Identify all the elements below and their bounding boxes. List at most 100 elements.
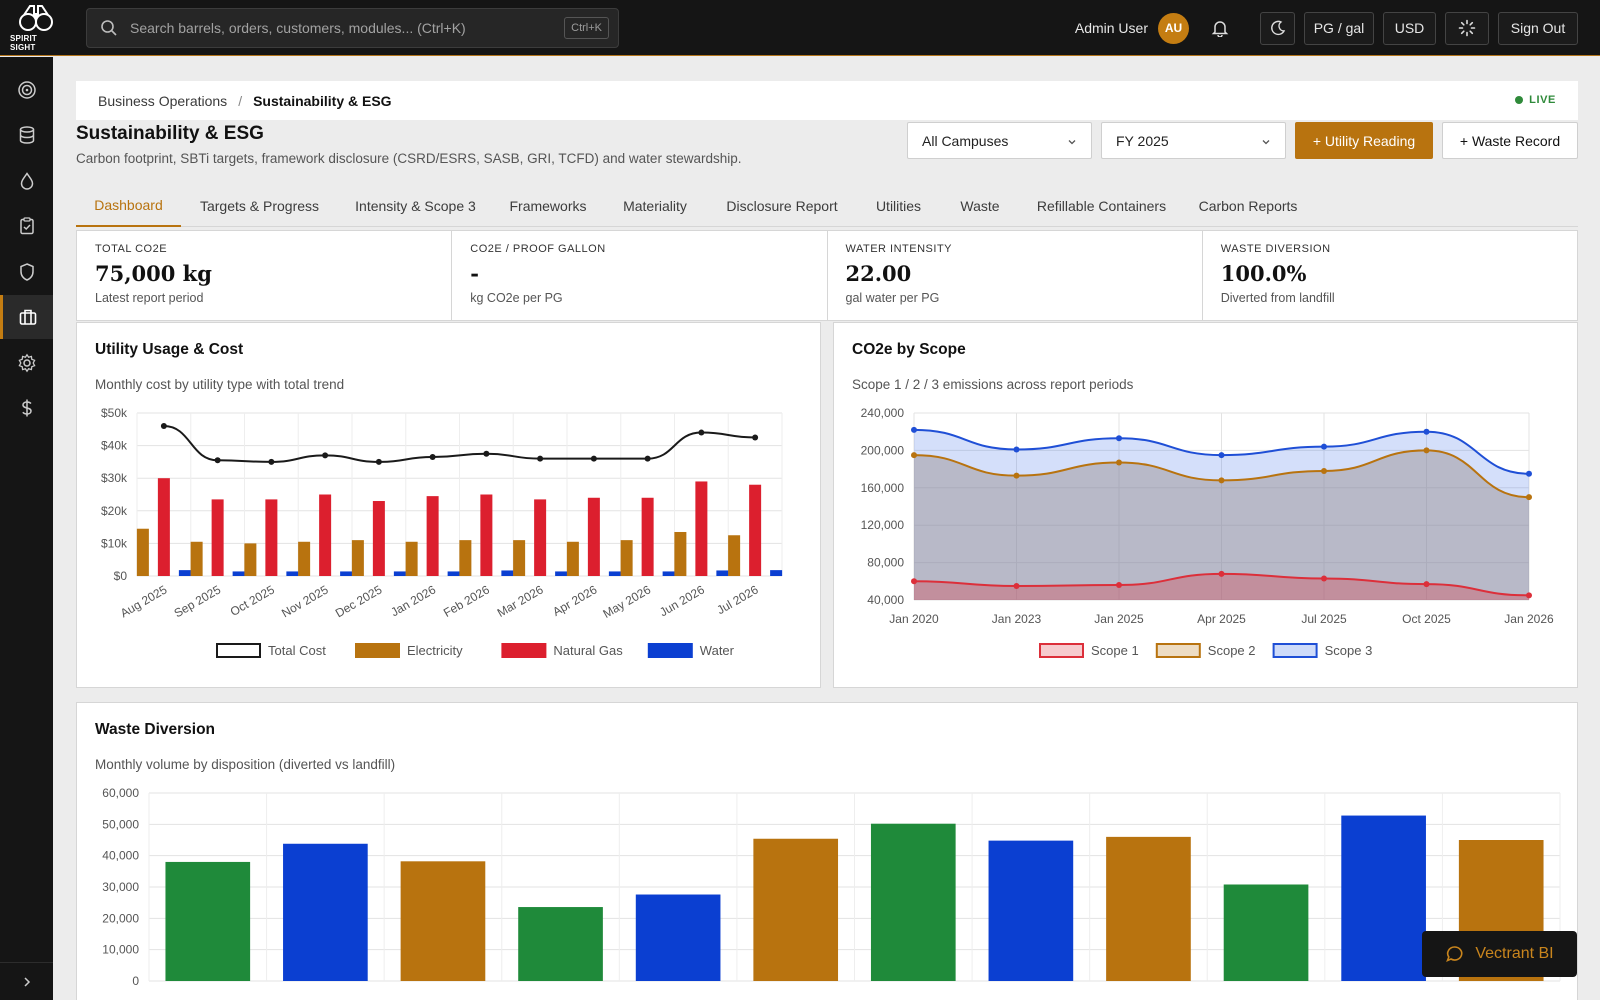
tab-intensity-scope3[interactable]: Intensity & Scope 3	[355, 198, 476, 214]
live-indicator: LIVE	[1515, 94, 1556, 106]
tab-waste[interactable]: Waste	[960, 198, 1000, 214]
target-icon	[17, 81, 36, 99]
kpi-subtext: Diverted from landfill	[1220, 291, 1335, 305]
moon-icon	[1270, 20, 1285, 36]
sidebar	[0, 57, 53, 1000]
point-scope-1	[1423, 581, 1430, 588]
tab-disclosure-report[interactable]: Disclosure Report	[726, 198, 838, 214]
bar-electricity	[244, 543, 257, 576]
point-scope-3	[1116, 435, 1122, 442]
global-search[interactable]: Search barrels, orders, customers, modul…	[86, 8, 619, 48]
total-cost-point	[375, 458, 382, 465]
gear-icon	[17, 353, 36, 373]
theme-toggle-button[interactable]	[1260, 11, 1295, 45]
sign-out-button[interactable]: Sign Out	[1498, 11, 1578, 45]
x-tick-label: Feb 2026	[441, 582, 492, 620]
sidebar-item-droplet[interactable]	[0, 159, 53, 203]
tab-bar: Dashboard Targets & Progress Intensity &…	[76, 185, 1578, 227]
point-scope-3	[1218, 452, 1225, 459]
legend-swatch	[1272, 643, 1318, 658]
y-tick-label: 40,000	[102, 849, 139, 863]
tab-dashboard[interactable]: Dashboard	[76, 185, 181, 227]
sidebar-item-database[interactable]	[0, 113, 53, 157]
logo[interactable]: SPIRIT SIGHT	[10, 0, 62, 56]
shield-icon	[19, 263, 34, 281]
x-tick-label: Mar 2026	[495, 582, 546, 620]
sidebar-item-shield[interactable]	[0, 250, 53, 294]
vectrant-bi-assistant-button[interactable]: Vectrant BI	[1422, 931, 1577, 977]
notifications-bell-icon[interactable]	[1209, 17, 1231, 39]
sidebar-item-finance[interactable]	[0, 386, 53, 430]
breadcrumb-parent[interactable]: Business Operations	[98, 92, 228, 109]
bar-electricity	[136, 528, 149, 576]
bar-waste-volume	[870, 823, 956, 981]
waste-diversion-card: 0 10,000 20,000 30,000 40,000 50,000 60,000 Wa…	[76, 702, 1578, 1000]
sidebar-expand-button[interactable]	[0, 962, 53, 1000]
tab-materiality[interactable]: Materiality	[623, 198, 687, 214]
card-subtitle: Monthly cost by utility type with total …	[95, 377, 345, 392]
x-tick-label: Jul 2025	[1301, 612, 1347, 626]
kpi-value: 22.00	[845, 261, 912, 286]
sidebar-item-business[interactable]	[0, 295, 53, 339]
total-cost-point	[214, 457, 221, 464]
sidebar-item-clipboard[interactable]	[0, 204, 53, 248]
bar-water	[340, 571, 353, 576]
x-tick-label: Nov 2025	[279, 582, 331, 620]
chevron-down-icon	[1068, 140, 1076, 145]
x-tick-label: Apr 2026	[550, 582, 599, 619]
search-shortcut-hint: Ctrl+K	[564, 17, 609, 39]
campus-select[interactable]: All Campuses	[907, 122, 1092, 159]
waste-diversion-chart: 0 10,000 20,000 30,000 40,000 50,000 60,000	[102, 786, 1561, 988]
bar-natural-gas	[157, 478, 170, 576]
bar-natural-gas	[372, 501, 385, 576]
tab-carbon-reports[interactable]: Carbon Reports	[1198, 198, 1298, 214]
tab-targets-progress[interactable]: Targets & Progress	[199, 198, 320, 214]
point-scope-3	[911, 426, 917, 433]
total-cost-point	[160, 423, 167, 430]
search-input[interactable]: Search barrels, orders, customers, modul…	[130, 20, 466, 36]
kpi-label: TOTAL CO2E	[95, 243, 168, 255]
x-tick-label: Aug 2025	[118, 582, 170, 620]
year-select-value: FY 2025	[1116, 132, 1169, 149]
total-cost-point	[322, 452, 329, 459]
currency-button[interactable]: USD	[1383, 11, 1436, 45]
bar-natural-gas	[695, 481, 708, 576]
search-icon	[101, 20, 117, 36]
campus-select-value: All Campuses	[922, 132, 1009, 149]
tab-frameworks[interactable]: Frameworks	[509, 198, 587, 214]
loading-spinner-icon	[1458, 19, 1476, 37]
y-tick-label: 0	[132, 974, 139, 988]
kpi-row: TOTAL CO2E 75,000 kg Latest report perio…	[76, 230, 1578, 321]
top-right-controls: Admin User AU PG / gal USD Sign Out	[1075, 8, 1578, 48]
add-waste-record-button[interactable]: + Waste Record	[1442, 122, 1578, 159]
logo-text: SPIRIT SIGHT	[10, 34, 37, 52]
sidebar-item-target[interactable]	[0, 68, 53, 112]
point-scope-3	[1013, 446, 1020, 453]
card-title: Utility Usage & Cost	[95, 341, 244, 358]
kpi-water-intensity: WATER INTENSITY 22.00 gal water per PG	[828, 231, 1203, 320]
bar-waste-volume	[283, 843, 368, 981]
bar-electricity	[728, 535, 741, 576]
year-select[interactable]: FY 2025	[1101, 122, 1286, 159]
bar-waste-volume	[988, 840, 1074, 981]
bar-water	[232, 571, 245, 576]
refresh-button[interactable]	[1445, 11, 1489, 45]
legend-label: Scope 2	[1208, 643, 1256, 658]
point-scope-1	[1526, 592, 1532, 599]
chat-bubble-icon	[1446, 946, 1463, 962]
tab-utilities[interactable]: Utilities	[875, 198, 922, 214]
breadcrumb-current: Sustainability & ESG	[253, 92, 392, 109]
total-cost-point	[268, 458, 275, 465]
point-scope-1	[1218, 570, 1225, 577]
point-scope-2	[1013, 472, 1020, 479]
sidebar-item-settings[interactable]	[0, 341, 53, 385]
y-tick-label: $20k	[101, 504, 128, 518]
bar-electricity	[674, 531, 687, 576]
add-utility-reading-button[interactable]: + Utility Reading	[1295, 122, 1433, 159]
legend-swatch	[1039, 643, 1084, 658]
y-tick-label: 120,000	[861, 518, 905, 532]
avatar[interactable]: AU	[1158, 12, 1189, 44]
unit-toggle-button[interactable]: PG / gal	[1304, 11, 1374, 45]
bar-electricity	[190, 541, 203, 576]
tab-refillable-containers[interactable]: Refillable Containers	[1036, 198, 1167, 214]
